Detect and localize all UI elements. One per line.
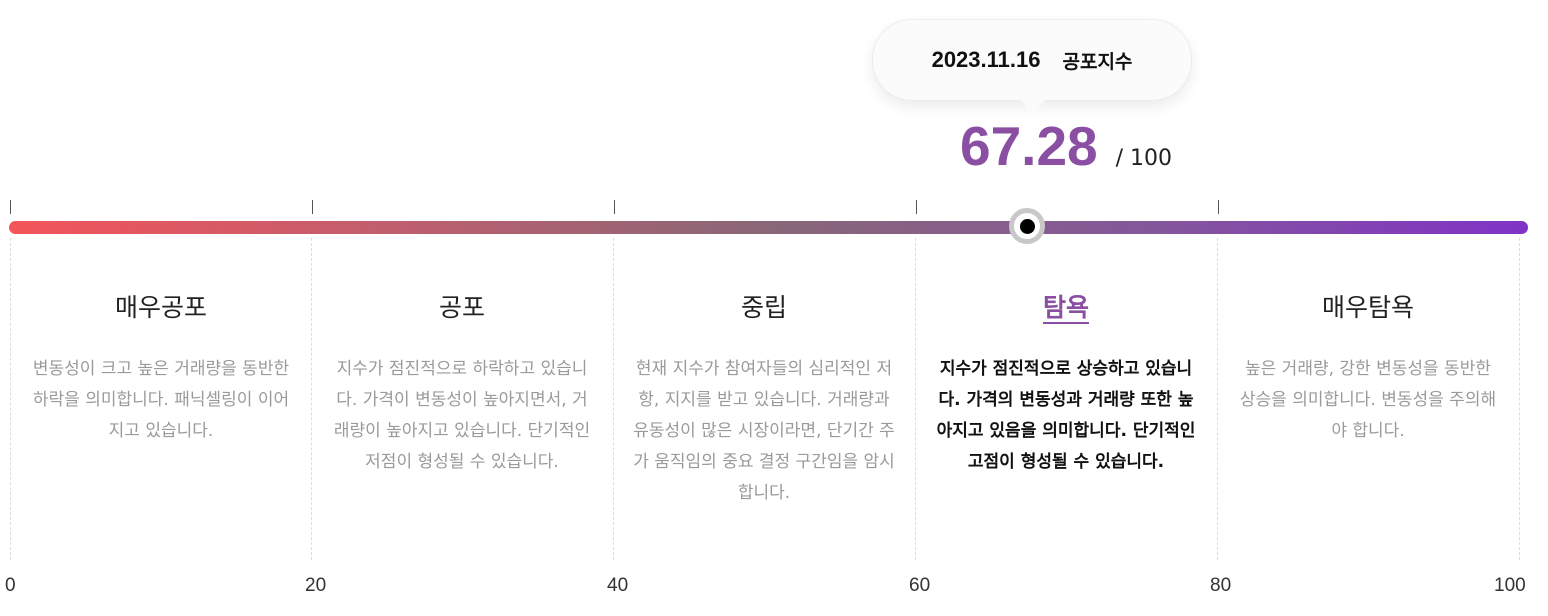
category-very-fear: 매우공포 변동성이 크고 높은 거래량을 동반한 하락을 의미합니다. 패닉셀링… — [10, 288, 312, 447]
score-max: / 100 — [1115, 146, 1173, 171]
date-tooltip: 2023.11.16 공포지수 — [872, 19, 1192, 115]
category-description: 지수가 점진적으로 하락하고 있습니다. 가격이 변동성이 높아지면서, 거래량… — [333, 359, 591, 472]
gauge-marker-dot — [1020, 219, 1035, 234]
axis-label-40: 40 — [607, 575, 629, 596]
category-description: 높은 거래량, 강한 변동성을 동반한 상승을 의미합니다. 변동성을 주의해야… — [1239, 359, 1497, 441]
score-value: 67.28 — [960, 115, 1098, 177]
column-divider — [613, 238, 614, 560]
category-very-greed: 매우탐욕 높은 거래량, 강한 변동성을 동반한 상승을 의미합니다. 변동성을… — [1217, 288, 1519, 447]
axis-label-0: 0 — [5, 575, 16, 596]
category-title[interactable]: 중립 — [740, 293, 787, 322]
gauge-tick — [1218, 200, 1219, 214]
tooltip-date: 2023.11.16 — [931, 47, 1041, 72]
column-divider — [915, 238, 916, 560]
category-neutral: 중립 현재 지수가 참여자들의 심리적인 저항, 지지를 받고 있습니다. 거래… — [613, 288, 915, 509]
category-description-active: 지수가 점진적으로 상승하고 있습니다. 가격의 변동성과 거래량 또한 높아지… — [936, 359, 1196, 472]
column-divider — [1217, 238, 1218, 560]
axis-label-20: 20 — [305, 575, 327, 596]
category-fear: 공포 지수가 점진적으로 하락하고 있습니다. 가격이 변동성이 높아지면서, … — [311, 288, 613, 478]
axis-label-80: 80 — [1210, 575, 1232, 596]
category-title[interactable]: 공포 — [438, 293, 485, 322]
gauge-tick — [614, 200, 615, 214]
category-description: 현재 지수가 참여자들의 심리적인 저항, 지지를 받고 있습니다. 거래량과 … — [633, 359, 895, 503]
score-display: 67.28 / 100 — [960, 114, 1172, 178]
gauge-tick — [916, 200, 917, 214]
gauge-track — [9, 221, 1528, 234]
column-divider — [1519, 238, 1520, 560]
category-description: 변동성이 크고 높은 거래량을 동반한 하락을 의미합니다. 패닉셀링이 이어지… — [32, 359, 290, 441]
axis-label-60: 60 — [909, 575, 931, 596]
category-title[interactable]: 매우탐욕 — [1321, 293, 1414, 322]
axis-label-100: 100 — [1494, 575, 1526, 596]
category-title-active[interactable]: 탐욕 — [1042, 293, 1089, 322]
category-greed: 탐욕 지수가 점진적으로 상승하고 있습니다. 가격의 변동성과 거래량 또한 … — [915, 288, 1217, 478]
tooltip-label: 공포지수 — [1062, 50, 1133, 73]
gauge-tick — [10, 200, 11, 214]
column-divider — [311, 238, 312, 560]
gauge-tick — [312, 200, 313, 214]
category-title[interactable]: 매우공포 — [114, 293, 207, 322]
gauge-marker-ring — [1009, 208, 1045, 244]
column-divider — [10, 238, 11, 560]
